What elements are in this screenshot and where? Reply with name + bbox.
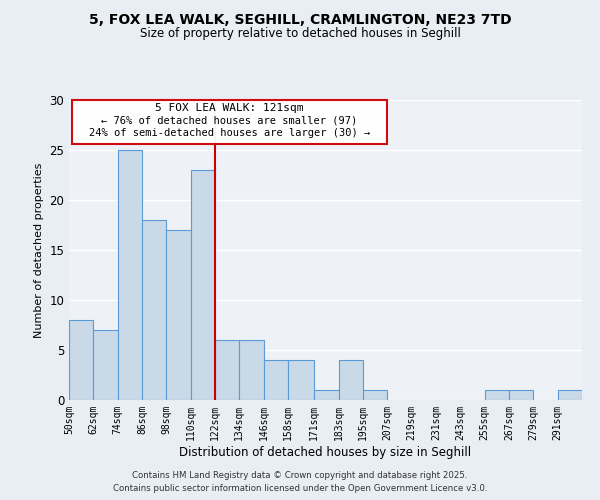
Bar [485, 390, 509, 400]
Bar [215, 340, 239, 400]
Text: 5 FOX LEA WALK: 121sqm: 5 FOX LEA WALK: 121sqm [155, 103, 304, 113]
Bar [557, 390, 582, 400]
Bar [142, 220, 166, 400]
Text: Size of property relative to detached houses in Seghill: Size of property relative to detached ho… [140, 28, 460, 40]
Bar [239, 340, 263, 400]
Text: Contains HM Land Registry data © Crown copyright and database right 2025.: Contains HM Land Registry data © Crown c… [132, 471, 468, 480]
Y-axis label: Number of detached properties: Number of detached properties [34, 162, 44, 338]
Bar [166, 230, 191, 400]
Bar [191, 170, 215, 400]
Bar [363, 390, 388, 400]
Bar [94, 330, 118, 400]
Text: 24% of semi-detached houses are larger (30) →: 24% of semi-detached houses are larger (… [89, 128, 370, 138]
Bar [263, 360, 288, 400]
Bar [69, 320, 94, 400]
Bar [314, 390, 338, 400]
Bar [509, 390, 533, 400]
Bar [288, 360, 314, 400]
Bar [338, 360, 363, 400]
Text: Contains public sector information licensed under the Open Government Licence v3: Contains public sector information licen… [113, 484, 487, 493]
Bar [118, 150, 142, 400]
FancyBboxPatch shape [71, 100, 387, 144]
X-axis label: Distribution of detached houses by size in Seghill: Distribution of detached houses by size … [179, 446, 472, 458]
Text: 5, FOX LEA WALK, SEGHILL, CRAMLINGTON, NE23 7TD: 5, FOX LEA WALK, SEGHILL, CRAMLINGTON, N… [89, 12, 511, 26]
Text: ← 76% of detached houses are smaller (97): ← 76% of detached houses are smaller (97… [101, 116, 358, 126]
